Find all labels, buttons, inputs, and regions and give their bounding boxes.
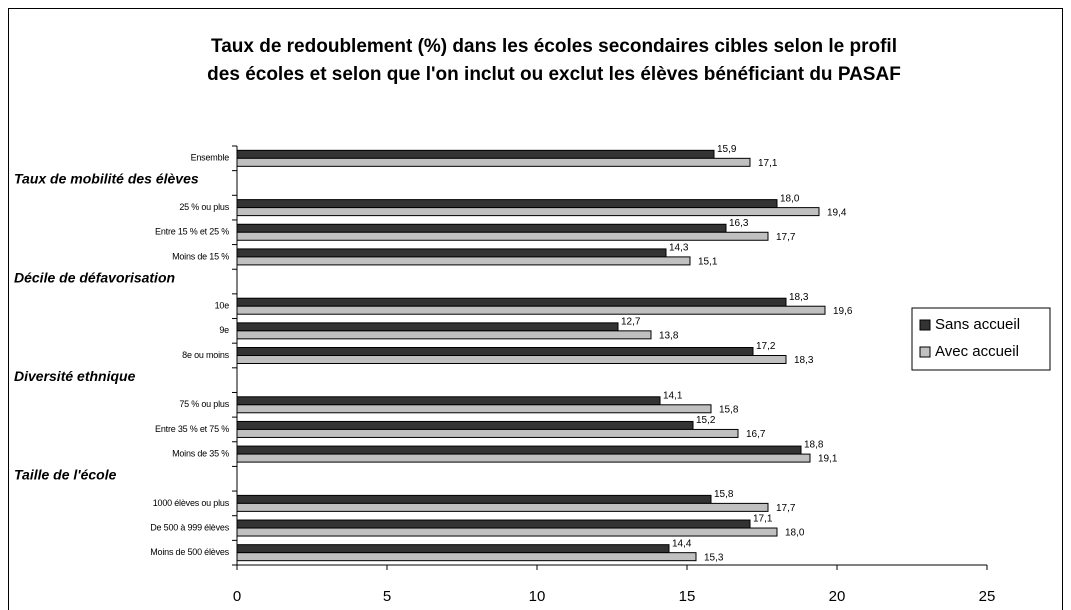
value-label: 15,8 — [714, 489, 734, 500]
bar — [236, 199, 778, 209]
legend-label: Avec accueil — [935, 343, 1019, 360]
value-label: 19,1 — [818, 454, 838, 465]
bar — [236, 330, 652, 340]
value-label: 17,7 — [776, 232, 796, 243]
bar — [236, 305, 826, 315]
bar — [236, 149, 715, 159]
value-label: 15,3 — [704, 552, 724, 563]
y-tick-label: 75 % ou plus — [179, 399, 229, 409]
x-tick-label: 0 — [233, 588, 241, 605]
value-label: 17,1 — [758, 158, 778, 169]
y-tick-label: 25 % ou plus — [179, 202, 229, 212]
value-label: 12,7 — [621, 316, 641, 327]
bar — [236, 404, 712, 414]
bar — [236, 527, 778, 537]
bar — [236, 157, 751, 167]
bar — [236, 420, 694, 430]
x-tick-label: 10 — [529, 588, 546, 605]
y-tick-label: 1000 élèves ou plus — [153, 498, 230, 508]
chart-title: Taux de redoublement (%) dans les écoles… — [211, 36, 897, 57]
x-tick-label: 15 — [679, 588, 696, 605]
bar — [236, 231, 769, 241]
bar — [236, 519, 751, 529]
chart-title: des écoles et selon que l'on inclut ou e… — [207, 64, 901, 85]
bar — [236, 347, 754, 356]
group-header: Taille de l'école — [14, 466, 117, 482]
value-label: 18,0 — [780, 193, 800, 204]
bar — [236, 494, 712, 504]
group-header: Taux de mobilité des élèves — [14, 171, 199, 187]
bar — [236, 223, 727, 233]
value-label: 19,4 — [827, 207, 847, 218]
bar — [236, 322, 619, 332]
y-tick-label: Moins de 15 % — [172, 251, 229, 261]
bar — [236, 355, 787, 364]
legend-box — [911, 307, 1051, 371]
y-tick-label: Entre 15 % et 25 % — [155, 227, 229, 237]
bar — [236, 207, 820, 217]
bar — [236, 544, 670, 554]
bar — [236, 552, 697, 562]
group-header: Décile de défavorisation — [14, 269, 175, 285]
y-tick-label: Moins de 35 % — [172, 448, 229, 458]
value-label: 15,8 — [719, 404, 739, 415]
x-tick-label: 5 — [383, 588, 391, 605]
value-label: 17,2 — [756, 341, 776, 352]
x-tick-label: 20 — [829, 588, 846, 605]
value-label: 15,2 — [696, 415, 716, 426]
bar — [236, 428, 739, 438]
value-label: 16,3 — [729, 218, 749, 229]
legend-label: Sans accueil — [935, 316, 1020, 333]
bar — [236, 256, 691, 266]
bar — [236, 297, 787, 307]
bar — [236, 445, 802, 455]
y-tick-label: Moins de 500 élèves — [150, 547, 229, 557]
value-label: 13,8 — [659, 330, 679, 341]
y-tick-label: 8e ou moins — [182, 350, 230, 360]
y-tick-label: De 500 à 999 élèves — [150, 522, 229, 532]
y-tick-label: Ensemble — [191, 153, 230, 163]
value-label: 19,6 — [833, 306, 853, 317]
y-tick-label: 9e — [219, 325, 229, 335]
value-label: 16,7 — [746, 429, 766, 440]
value-label: 15,1 — [698, 257, 718, 268]
bar — [236, 248, 667, 258]
legend-swatch — [919, 319, 931, 331]
y-tick-label: Entre 35 % et 75 % — [155, 424, 229, 434]
value-label: 14,1 — [663, 390, 683, 401]
value-label: 18,0 — [785, 528, 805, 539]
bar — [236, 396, 661, 406]
value-label: 18,8 — [804, 440, 824, 451]
value-label: 18,3 — [794, 355, 814, 366]
bar — [236, 502, 769, 512]
value-label: 18,3 — [789, 292, 809, 303]
group-header: Diversité ethnique — [14, 368, 136, 384]
x-tick-label: 25 — [979, 588, 996, 605]
legend-swatch — [919, 346, 931, 358]
value-label: 14,4 — [672, 538, 692, 549]
value-label: 15,9 — [717, 144, 737, 155]
value-label: 17,1 — [753, 514, 773, 525]
bar — [236, 453, 811, 463]
value-label: 14,3 — [669, 243, 689, 254]
value-label: 17,7 — [776, 503, 796, 514]
y-tick-label: 10e — [215, 301, 230, 311]
